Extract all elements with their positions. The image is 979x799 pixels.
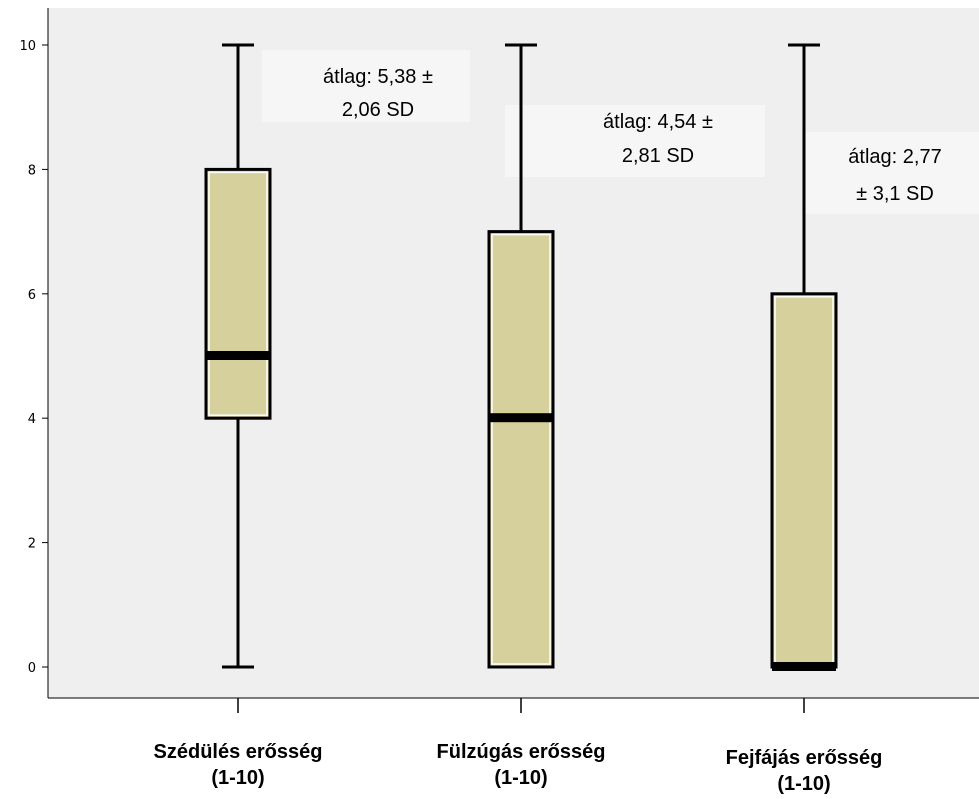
y-axis: 0 2 4 6 8 10: [19, 8, 49, 698]
box-inner-outline: [208, 171, 268, 416]
x-category-label-line2: (1-10): [777, 773, 830, 795]
annotation-line2: 2,81 SD: [622, 145, 694, 167]
median-line: [489, 413, 553, 423]
median-line: [206, 351, 270, 360]
x-category-label-line2: (1-10): [211, 767, 264, 789]
y-tick-label: 4: [28, 412, 36, 427]
annotation-box: [505, 105, 765, 177]
y-tick-label: 0: [28, 661, 36, 676]
annotation-line1: átlag: 5,38 ±: [323, 66, 433, 88]
x-category-label-line1: Szédülés erősség: [154, 741, 323, 763]
y-tick-label: 8: [28, 163, 36, 178]
x-category-label-line1: Fülzúgás erősség: [437, 741, 606, 763]
x-axis: Szédülés erősség (1-10) Fülzúgás erősség (1…: [48, 697, 979, 795]
box-iqr: [487, 230, 555, 669]
annotation-line2: 2,06 SD: [342, 99, 414, 121]
y-tick-label: 10: [19, 39, 36, 54]
median-line: [772, 662, 836, 671]
x-category-label-line2: (1-10): [494, 767, 547, 789]
annotation-line1: átlag: 2,77: [848, 146, 941, 168]
box-iqr: [204, 167, 272, 420]
y-tick-label: 2: [28, 537, 36, 552]
annotation-line1: átlag: 4,54 ±: [603, 111, 713, 133]
box-iqr: [770, 292, 838, 669]
y-tick-label: 6: [28, 288, 36, 303]
annotation-line2: ± 3,1 SD: [856, 183, 934, 205]
annotations-group: átlag: 5,38 ± 2,06 SD átlag: 4,54 ± 2,81 SD…: [262, 50, 979, 214]
annotation-box: [262, 50, 470, 122]
x-category-label-line1: Fejfájás erősség: [726, 747, 883, 769]
boxes-group: [204, 43, 838, 671]
box-inner-outline: [491, 233, 551, 665]
annotation-box: [805, 132, 979, 214]
